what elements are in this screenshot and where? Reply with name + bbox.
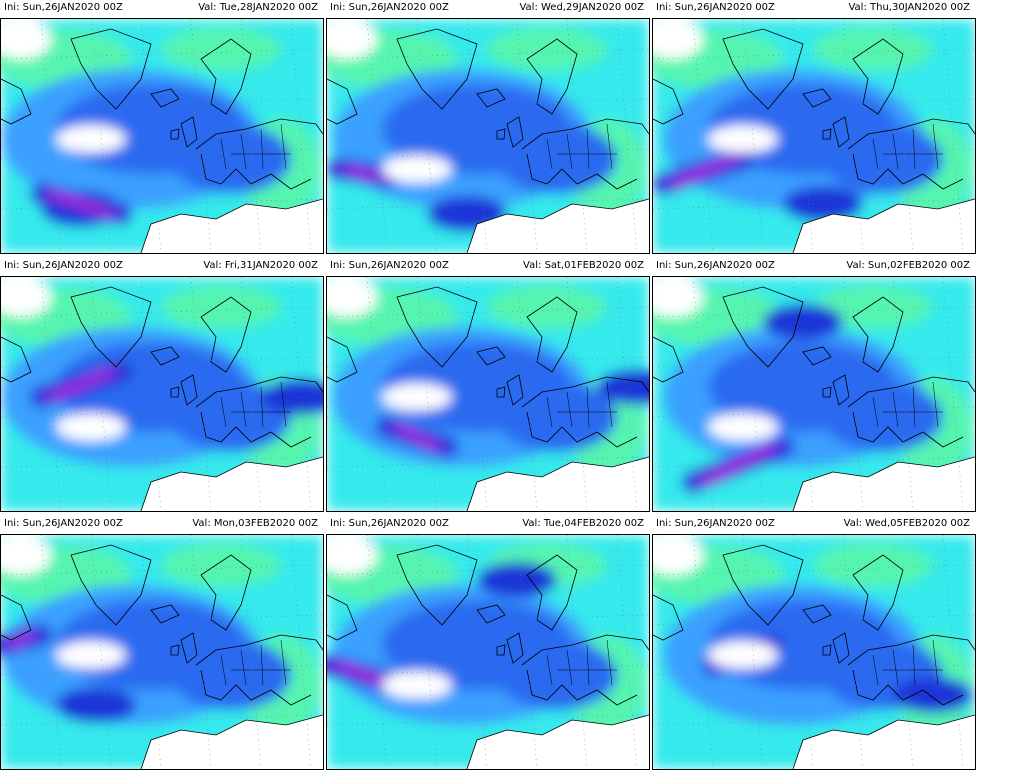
valid-time-label: Val: Fri,31JAN2020 00Z [203,260,318,271]
valid-time-label: Val: Wed,05FEB2020 00Z [843,518,970,529]
valid-time-label: Val: Sun,02FEB2020 00Z [846,260,970,271]
precip-field [327,535,649,769]
forecast-map [326,18,650,254]
init-time-label: Ini: Sun,26JAN2020 00Z [330,260,449,271]
valid-time-label: Val: Tue,28JAN2020 00Z [198,2,318,13]
forecast-map [0,18,324,254]
panel-header: Ini: Sun,26JAN2020 00Z Val: Sat,01FEB202… [326,258,650,274]
valid-time-label: Val: Mon,03FEB2020 00Z [192,518,318,529]
init-time-label: Ini: Sun,26JAN2020 00Z [4,2,123,13]
panel-header: Ini: Sun,26JAN2020 00Z Val: Tue,04FEB202… [326,516,650,532]
precip-field [327,277,649,511]
init-time-label: Ini: Sun,26JAN2020 00Z [4,260,123,271]
forecast-map [652,276,976,512]
init-time-label: Ini: Sun,26JAN2020 00Z [4,518,123,529]
init-time-label: Ini: Sun,26JAN2020 00Z [656,260,775,271]
init-time-label: Ini: Sun,26JAN2020 00Z [330,518,449,529]
precip-field [653,19,975,253]
init-time-label: Ini: Sun,26JAN2020 00Z [330,2,449,13]
forecast-map [652,534,976,770]
panel-header: Ini: Sun,26JAN2020 00Z Val: Mon,03FEB202… [0,516,324,532]
forecast-map [0,534,324,770]
forecast-map [326,534,650,770]
panel-header: Ini: Sun,26JAN2020 00Z Val: Fri,31JAN202… [0,258,324,274]
panel-header: Ini: Sun,26JAN2020 00Z Val: Sun,02FEB202… [652,258,976,274]
init-time-label: Ini: Sun,26JAN2020 00Z [656,518,775,529]
valid-time-label: Val: Tue,04FEB2020 00Z [522,518,644,529]
valid-time-label: Val: Wed,29JAN2020 00Z [519,2,644,13]
precip-field [327,19,649,253]
precip-field [653,535,975,769]
panel-header: Ini: Sun,26JAN2020 00Z Val: Thu,30JAN202… [652,0,976,16]
forecast-map [326,276,650,512]
forecast-map [0,276,324,512]
panel-header: Ini: Sun,26JAN2020 00Z Val: Tue,28JAN202… [0,0,324,16]
precip-field [1,277,323,511]
precip-field [653,277,975,511]
panel-header: Ini: Sun,26JAN2020 00Z Val: Wed,29JAN202… [326,0,650,16]
precip-field [1,19,323,253]
init-time-label: Ini: Sun,26JAN2020 00Z [656,2,775,13]
panel-header: Ini: Sun,26JAN2020 00Z Val: Wed,05FEB202… [652,516,976,532]
forecast-map [652,18,976,254]
valid-time-label: Val: Sat,01FEB2020 00Z [523,260,644,271]
valid-time-label: Val: Thu,30JAN2020 00Z [848,2,970,13]
precip-field [1,535,323,769]
